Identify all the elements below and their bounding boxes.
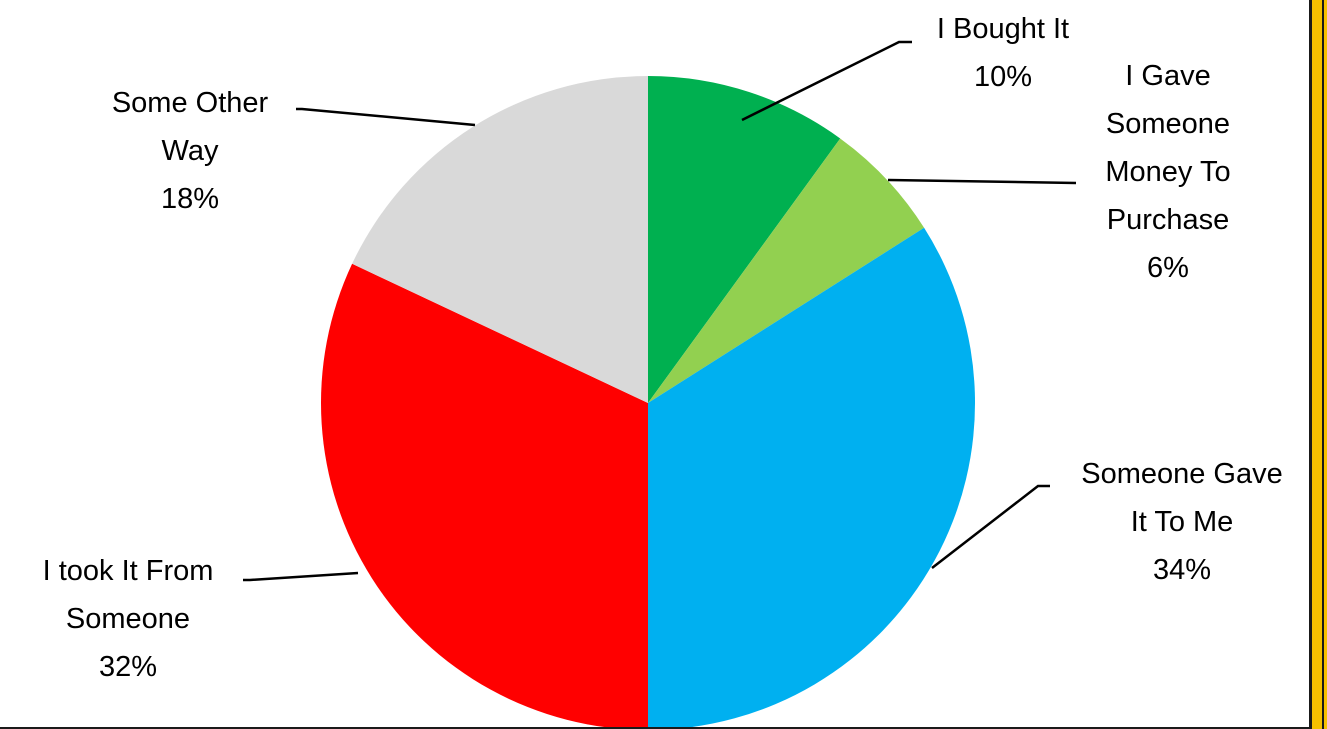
slice-percent: 18% [161, 183, 219, 215]
slice-percent: 6% [1147, 252, 1189, 284]
slice-label-line: Someone [66, 603, 190, 635]
slice-label-line: I Gave [1125, 60, 1210, 92]
slice-label-bought: I Bought It 10% [937, 13, 1069, 93]
leader-line-someone-gave [931, 484, 1050, 569]
slice-label-gave-money: I Gave Someone Money To Purchase 6% [1105, 60, 1230, 284]
frame-right-edge-dark [1309, 0, 1312, 729]
pie-slice-bought [648, 76, 841, 403]
leader-lines [243, 40, 1077, 582]
pie-slice-gave-money [648, 138, 925, 403]
slice-label-line: I took It From [43, 555, 214, 587]
slice-label-line: Someone [1106, 108, 1230, 140]
slice-labels: I Bought It 10% I Gave Someone Money To Purch… [43, 13, 1283, 683]
slice-label-someone-gave: Someone Gave It To Me 34% [1081, 458, 1283, 586]
slice-label-line: Some Other [112, 87, 269, 119]
slice-label-line: Money To [1105, 156, 1230, 188]
slice-label-line: Someone Gave [1081, 458, 1283, 490]
leader-line-bought [741, 40, 912, 122]
leader-line-took [243, 571, 359, 582]
slice-label-line: Purchase [1107, 204, 1230, 236]
frame-right-edge-outer [1322, 0, 1324, 729]
pie-slice-took [321, 263, 648, 729]
slice-label-line: Way [162, 135, 219, 167]
slice-percent: 32% [99, 651, 157, 683]
slice-label-took: I took It From Someone 32% [43, 555, 214, 683]
frame-right-edge-gold [1312, 0, 1327, 729]
leader-line-gave-money [887, 178, 1077, 185]
slice-label-line: I Bought It [937, 13, 1069, 45]
slice-percent: 10% [974, 61, 1032, 93]
slice-label-other: Some Other Way 18% [112, 87, 269, 215]
pie-slice-other [352, 76, 648, 403]
leader-line-other [296, 107, 476, 127]
frame-bottom-edge [0, 727, 1327, 729]
pie-slices [321, 76, 975, 729]
pie-slice-someone-gave [648, 227, 975, 729]
slice-label-line: It To Me [1131, 506, 1234, 538]
slice-percent: 34% [1153, 554, 1211, 586]
